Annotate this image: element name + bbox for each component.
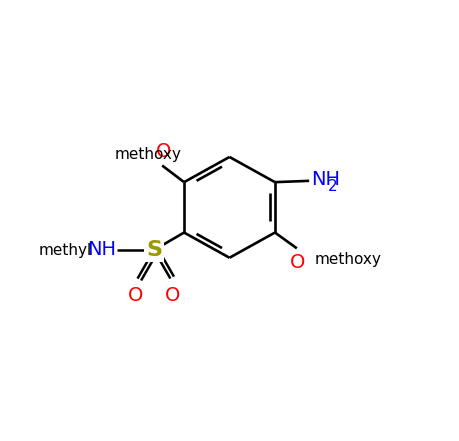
- Text: O: O: [290, 253, 305, 272]
- Text: methoxy: methoxy: [314, 252, 381, 267]
- Text: methoxy: methoxy: [115, 147, 182, 162]
- Text: NH: NH: [87, 240, 116, 259]
- Text: methyl: methyl: [39, 243, 92, 258]
- Text: O: O: [128, 287, 143, 306]
- Text: NH: NH: [311, 170, 340, 189]
- Text: O: O: [164, 287, 180, 306]
- Text: O: O: [156, 142, 171, 161]
- Text: S: S: [146, 240, 162, 260]
- Text: 2: 2: [327, 179, 337, 194]
